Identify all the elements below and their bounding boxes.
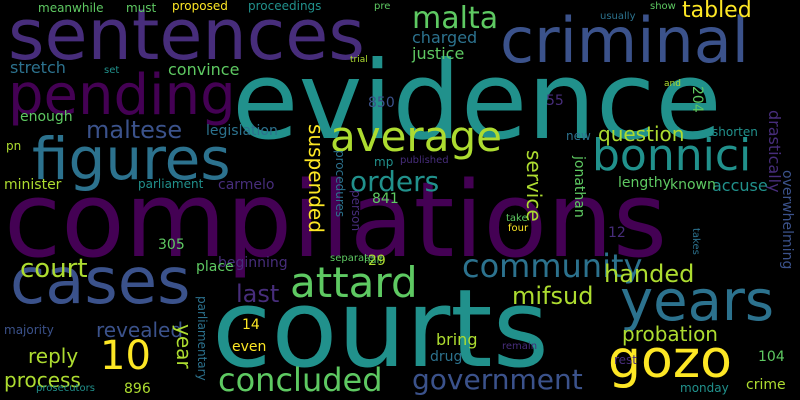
word-jonathan: jonathan [571, 156, 587, 218]
word-criminal: criminal [500, 4, 749, 77]
word-government: government [412, 363, 583, 396]
word-revealed: revealed [96, 318, 184, 342]
word-14: 14 [242, 317, 260, 333]
word-last: last [236, 280, 280, 308]
word-concluded: concluded [218, 361, 383, 399]
word-procedures: procedures [333, 150, 347, 218]
word-usually: usually [600, 11, 636, 22]
word-four: four [508, 223, 529, 234]
word-community: community [462, 247, 643, 285]
word-take: take [506, 213, 528, 224]
word-gozo: gozo [608, 330, 732, 390]
word-legislation: legislation [206, 123, 278, 139]
word-process: process [4, 368, 81, 392]
word-proceedings: proceedings [248, 0, 322, 13]
word-set: set [104, 65, 120, 76]
word-malta: malta [412, 1, 499, 36]
word-sentences: sentences [8, 0, 365, 76]
word-probation: probation [622, 322, 718, 346]
word-mifsud: mifsud [512, 282, 594, 310]
word-place: place [196, 259, 234, 275]
word-305: 305 [158, 237, 185, 253]
word-prosecutors: prosecutors [36, 383, 95, 394]
word-must: must [126, 1, 157, 15]
word-204: 204 [689, 86, 705, 113]
word-rest: rest [614, 353, 638, 367]
word-attard: attard [290, 258, 418, 307]
word-courts: courts [212, 267, 549, 392]
word-show: show [650, 1, 676, 12]
word-overwhelming: overwhelming [779, 170, 795, 270]
word-service: service [522, 150, 546, 222]
word-pending: pending [8, 63, 236, 128]
word-896: 896 [124, 381, 151, 397]
word-55: 55 [546, 93, 564, 109]
word-half: half [364, 255, 383, 266]
word-even: even [232, 339, 267, 355]
word-convince: convince [168, 60, 240, 79]
word-drastically: drastically [765, 110, 784, 193]
word-minister: minister [4, 177, 62, 193]
word-841: 841 [372, 191, 399, 207]
word-figures: figures [32, 125, 231, 193]
word-new: new [566, 129, 591, 143]
word-accuse: accuse [712, 176, 768, 195]
word-reply: reply [28, 344, 79, 368]
word-question: question [598, 122, 685, 146]
word-majority: majority [4, 323, 54, 337]
word-handed: handed [604, 260, 695, 288]
word-mp: mp [374, 155, 394, 169]
word-orders: orders [350, 165, 440, 198]
word-beginning: beginning [218, 255, 288, 271]
word-person: person [349, 190, 363, 232]
word-compilations: compilations [4, 159, 668, 281]
word-lengthy: lengthy [618, 175, 671, 191]
word-parliament: parliament [138, 177, 204, 191]
word-remain: remain [502, 341, 538, 352]
word-parliamentary: parliamentary [195, 296, 209, 381]
word-separate: separate [330, 253, 375, 264]
word-year: year [172, 324, 196, 369]
word-maltese: maltese [86, 116, 183, 144]
word-carmelo: carmelo [218, 177, 275, 193]
word-charged: charged [412, 28, 478, 47]
word-published: published [400, 155, 449, 166]
word-evidence: evidence [232, 39, 722, 164]
word-104: 104 [758, 349, 785, 365]
word-crime: crime [746, 377, 786, 393]
word-average: average [330, 112, 502, 161]
word-pn: pn [6, 139, 22, 153]
word-justice: justice [412, 44, 465, 63]
word-cases: cases [10, 245, 191, 319]
word-trial: trial [350, 55, 368, 65]
word-bonnici: bonnici [592, 130, 752, 181]
word-ten: 10 [100, 333, 151, 379]
word-29: 29 [368, 253, 386, 269]
word-suspended: suspended [304, 124, 328, 233]
word-pre: pre [374, 1, 391, 12]
word-takes: takes [690, 228, 701, 255]
word-known: known [670, 177, 716, 193]
word-12: 12 [608, 225, 626, 241]
word-proposed: proposed [172, 0, 228, 13]
word-years: years [620, 269, 775, 334]
word-court: court [20, 254, 88, 284]
word-meanwhile: meanwhile [38, 1, 104, 15]
word-drug: drug [430, 349, 463, 365]
word-stretch: stretch [10, 58, 66, 77]
word-monday: monday [680, 381, 729, 395]
word-850: 850 [368, 95, 395, 111]
word-enough: enough [20, 109, 73, 125]
word-and: and [664, 79, 681, 89]
word-bring: bring [436, 330, 478, 349]
word-shorten: shorten [712, 125, 758, 139]
word-tabled: tabled [682, 0, 752, 23]
